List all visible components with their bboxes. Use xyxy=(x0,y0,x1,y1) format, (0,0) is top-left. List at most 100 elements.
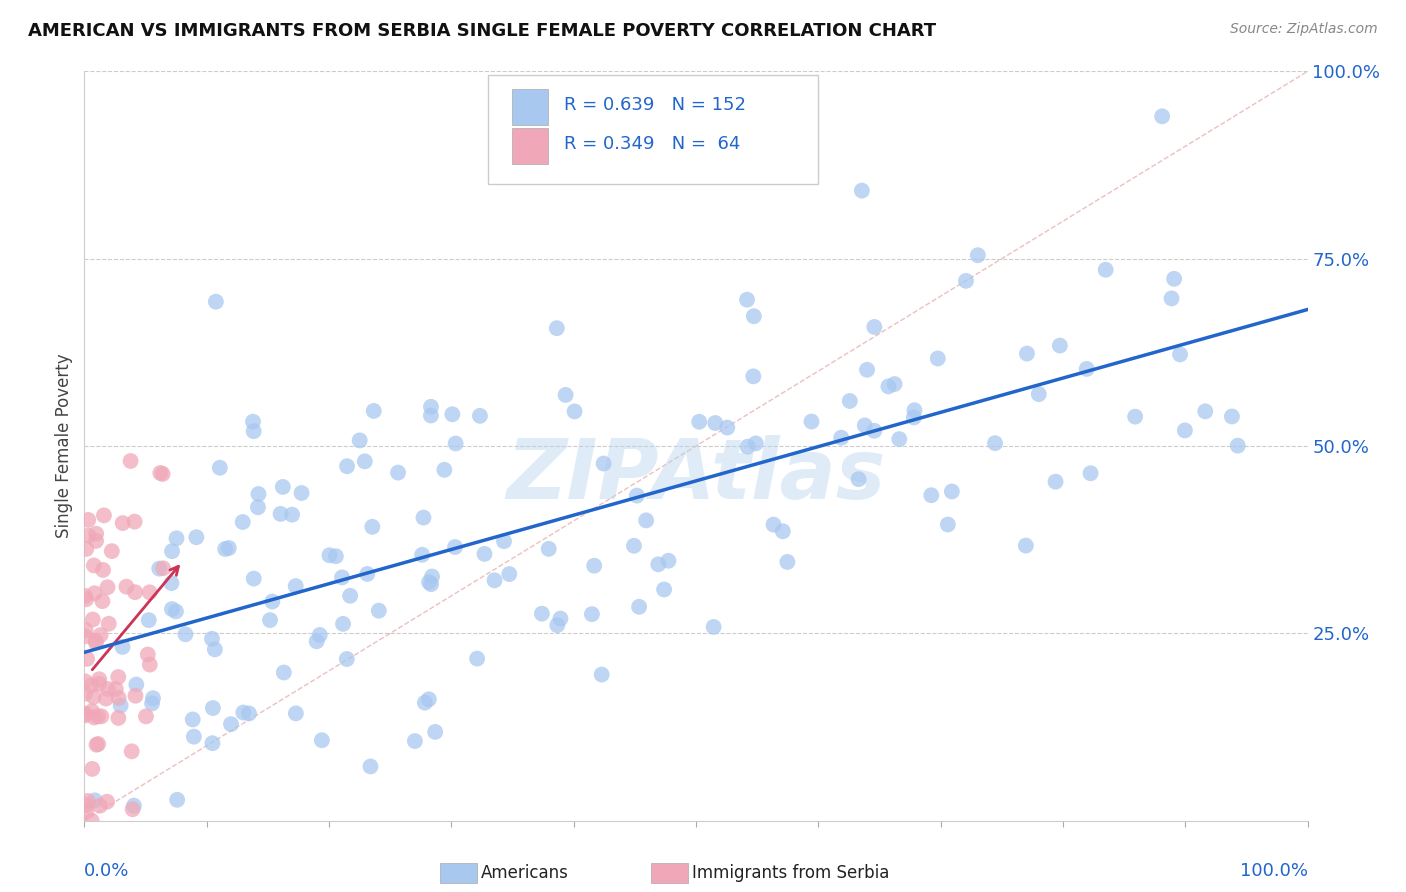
Point xyxy=(201,701,224,715)
Point xyxy=(363,404,385,418)
Point xyxy=(1045,475,1067,489)
Point xyxy=(1152,109,1174,123)
Text: Source: ZipAtlas.com: Source: ZipAtlas.com xyxy=(1230,22,1378,37)
Point xyxy=(75,798,97,813)
Point xyxy=(84,633,107,648)
Point xyxy=(148,561,170,575)
Point xyxy=(404,734,426,748)
Point xyxy=(735,293,758,307)
Point xyxy=(704,416,727,430)
Point xyxy=(418,575,440,590)
Point xyxy=(1015,346,1038,360)
Point xyxy=(160,576,183,591)
Point xyxy=(927,351,949,366)
Point xyxy=(420,577,443,591)
Text: Immigrants from Serbia: Immigrants from Serbia xyxy=(692,864,889,882)
Point xyxy=(772,524,794,539)
Point xyxy=(903,403,925,417)
Point xyxy=(77,513,100,527)
Point xyxy=(75,623,97,637)
Point xyxy=(86,738,108,752)
Point xyxy=(652,582,675,597)
Point xyxy=(425,725,447,739)
Point xyxy=(96,795,118,809)
Point xyxy=(776,555,799,569)
Point xyxy=(419,409,441,423)
Point xyxy=(80,679,103,693)
Point xyxy=(1174,423,1197,437)
Point xyxy=(838,394,860,409)
Point xyxy=(387,466,409,480)
Point xyxy=(1194,404,1216,418)
Point xyxy=(101,544,124,558)
Point xyxy=(121,744,143,758)
Point xyxy=(91,563,114,577)
Point xyxy=(281,508,304,522)
Point xyxy=(332,616,354,631)
Text: Americans: Americans xyxy=(481,864,569,882)
Point xyxy=(1049,338,1071,352)
Point xyxy=(955,274,977,288)
Point xyxy=(420,569,443,583)
Point xyxy=(87,709,110,723)
Point xyxy=(152,561,174,575)
Point xyxy=(75,674,97,689)
Point xyxy=(583,558,606,573)
Point xyxy=(537,541,560,556)
Point xyxy=(259,613,281,627)
Point xyxy=(626,489,648,503)
Point xyxy=(181,713,204,727)
Point xyxy=(550,611,572,625)
FancyBboxPatch shape xyxy=(513,88,548,125)
Point xyxy=(111,640,134,654)
Point xyxy=(75,629,97,643)
Point xyxy=(238,706,260,721)
Point xyxy=(75,541,97,556)
Point xyxy=(877,379,900,393)
Point xyxy=(201,736,224,750)
Point xyxy=(82,613,104,627)
Point xyxy=(356,566,378,581)
Text: R = 0.639   N = 152: R = 0.639 N = 152 xyxy=(564,96,745,114)
Point xyxy=(246,500,269,515)
Point xyxy=(107,711,129,725)
Point xyxy=(138,585,160,599)
Point xyxy=(89,677,111,691)
Point xyxy=(97,616,120,631)
Point xyxy=(564,404,586,418)
Point xyxy=(77,528,100,542)
Point xyxy=(75,805,97,819)
Point xyxy=(135,709,157,723)
Text: 100.0%: 100.0% xyxy=(1240,862,1308,880)
Point xyxy=(305,634,328,648)
Point xyxy=(863,424,886,438)
Point xyxy=(174,627,197,641)
Point xyxy=(160,544,183,558)
Point xyxy=(411,548,433,562)
Point xyxy=(83,690,105,704)
Point xyxy=(444,540,467,554)
Point xyxy=(121,802,143,816)
Point xyxy=(966,248,988,262)
Point xyxy=(647,558,669,572)
Point xyxy=(1094,262,1116,277)
Point xyxy=(75,706,97,721)
Point xyxy=(270,507,292,521)
Point xyxy=(149,466,172,480)
Point xyxy=(84,793,107,807)
Point xyxy=(628,599,651,614)
Point xyxy=(115,580,138,594)
Point xyxy=(591,667,613,681)
Point xyxy=(120,454,142,468)
Point xyxy=(125,677,148,691)
Point xyxy=(737,440,759,454)
Point xyxy=(920,488,942,502)
Point xyxy=(412,510,434,524)
Point xyxy=(492,534,515,549)
Point xyxy=(75,708,97,723)
Point xyxy=(91,594,114,608)
Point xyxy=(73,687,96,701)
Point xyxy=(592,457,614,471)
Point xyxy=(90,709,112,723)
Point xyxy=(339,589,361,603)
